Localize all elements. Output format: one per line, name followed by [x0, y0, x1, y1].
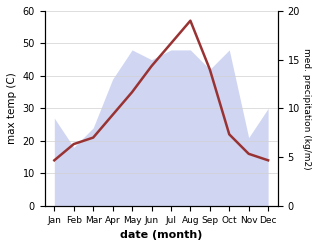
Y-axis label: max temp (C): max temp (C) — [7, 72, 17, 144]
X-axis label: date (month): date (month) — [120, 230, 203, 240]
Y-axis label: med. precipitation (kg/m2): med. precipitation (kg/m2) — [302, 48, 311, 169]
